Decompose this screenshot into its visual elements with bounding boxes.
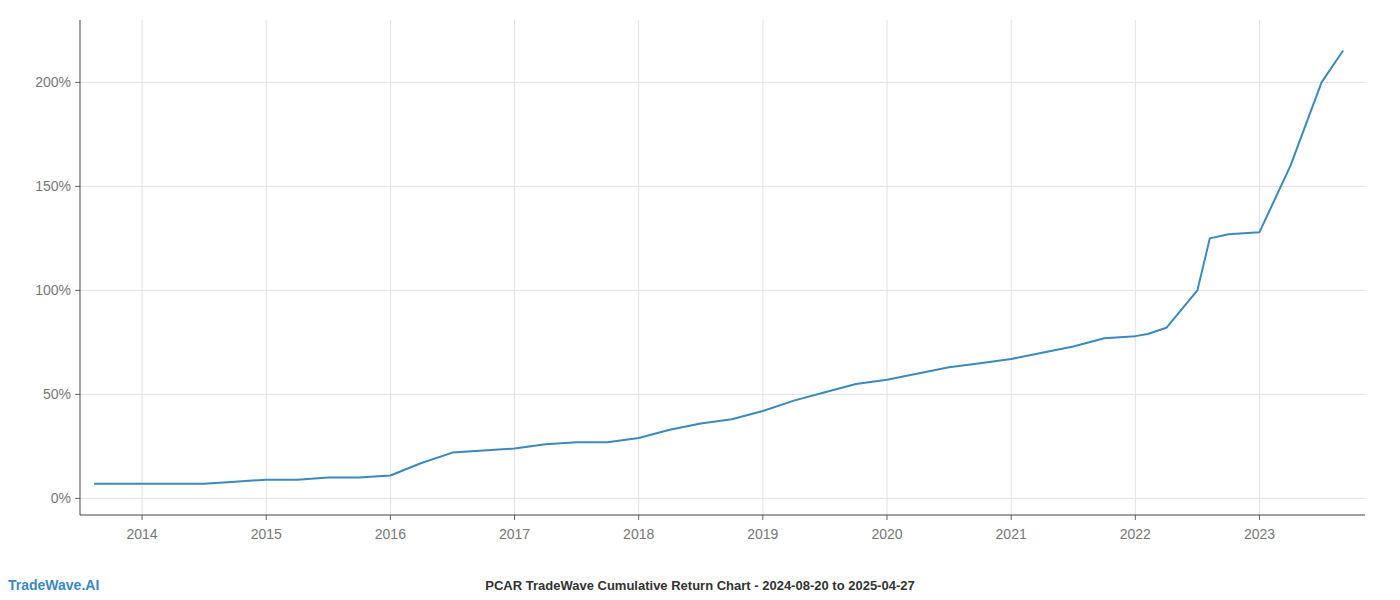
chart-svg: 2014 2015 2016 2017 2018 2019 2020 2021 2022 2023… <box>0 0 1400 600</box>
y-tick <box>75 290 80 291</box>
chart-container: 2014 2015 2016 2017 2018 2019 2020 2021 2022 2023… <box>0 0 1400 600</box>
x-grid-line <box>1259 20 1260 515</box>
plot-area <box>95 51 1343 484</box>
x-grid-line <box>1011 20 1012 515</box>
x-grid-line <box>638 20 639 515</box>
x-axis-line <box>80 515 1365 516</box>
x-grid-line <box>390 20 391 515</box>
x-tick <box>887 515 888 520</box>
y-tick-label: 150% <box>35 178 71 194</box>
x-grid-line <box>762 20 763 515</box>
grid <box>80 20 1365 515</box>
y-tick <box>75 394 80 395</box>
x-tick-label: 2016 <box>375 526 406 542</box>
x-tick-label: 2022 <box>1120 526 1151 542</box>
x-grid-line <box>514 20 515 515</box>
y-tick <box>75 186 80 187</box>
y-tick-label: 0% <box>51 490 71 506</box>
x-tick <box>142 515 143 520</box>
x-tick <box>514 515 515 520</box>
x-tick-label: 2017 <box>499 526 530 542</box>
axes: 2014 2015 2016 2017 2018 2019 2020 2021 2022 2023… <box>35 20 1365 542</box>
y-tick-label: 50% <box>43 386 71 402</box>
line <box>95 51 1343 484</box>
x-tick-label: 2018 <box>623 526 654 542</box>
x-tick <box>390 515 391 520</box>
y-axis-line <box>80 20 81 515</box>
x-tick <box>1135 515 1136 520</box>
y-tick <box>75 82 80 83</box>
x-grid-line <box>266 20 267 515</box>
watermark: TradeWave.AI <box>8 577 99 593</box>
x-grid-line <box>887 20 888 515</box>
x-tick <box>638 515 639 520</box>
x-tick-label: 2015 <box>251 526 282 542</box>
y-tick <box>75 498 80 499</box>
x-tick-label: 2014 <box>126 526 157 542</box>
x-tick-label: 2023 <box>1244 526 1275 542</box>
y-grid-line <box>80 394 1365 395</box>
x-tick-label: 2021 <box>996 526 1027 542</box>
x-tick <box>1011 515 1012 520</box>
x-tick-label: 2019 <box>747 526 778 542</box>
y-grid-line <box>80 186 1365 187</box>
y-grid-line <box>80 498 1365 499</box>
y-tick-label: 200% <box>35 74 71 90</box>
x-tick-label: 2020 <box>871 526 902 542</box>
y-grid-line <box>80 290 1365 291</box>
x-tick <box>266 515 267 520</box>
x-grid-line <box>1135 20 1136 515</box>
x-tick <box>1259 515 1260 520</box>
x-tick <box>762 515 763 520</box>
x-grid-line <box>142 20 143 515</box>
y-tick-label: 100% <box>35 282 71 298</box>
y-grid-line <box>80 82 1365 83</box>
title: PCAR TradeWave Cumulative Return Chart -… <box>485 578 914 593</box>
